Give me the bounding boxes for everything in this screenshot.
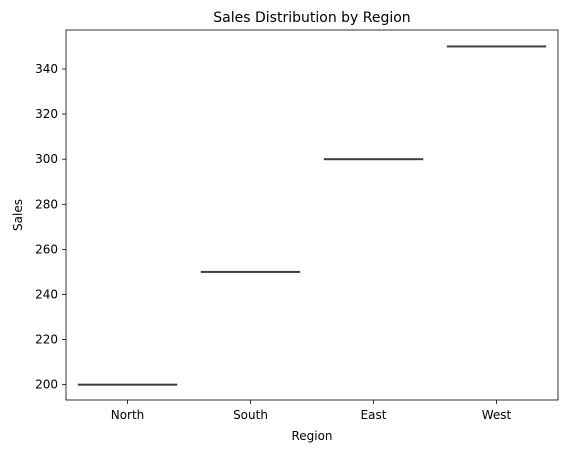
x-tick-label: South: [233, 408, 268, 422]
y-tick-label: 200: [35, 378, 58, 392]
x-tick-label: North: [111, 408, 145, 422]
y-tick-label: 320: [35, 107, 58, 121]
x-axis-label: Region: [291, 429, 332, 443]
x-axis: North South East West: [111, 400, 512, 422]
y-tick-label: 240: [35, 287, 58, 301]
x-tick-label: West: [482, 408, 512, 422]
y-tick-label: 340: [35, 62, 58, 76]
boxes: [77, 45, 547, 386]
chart-title: Sales Distribution by Region: [213, 10, 410, 26]
y-axis-label: Sales: [11, 199, 25, 231]
y-axis: 200 220 240 260 280 300 320 340: [35, 62, 66, 392]
x-tick-label: East: [361, 408, 387, 422]
y-tick-label: 280: [35, 197, 58, 211]
y-tick-label: 260: [35, 242, 58, 256]
y-tick-label: 300: [35, 152, 58, 166]
y-tick-label: 220: [35, 333, 58, 347]
plot-area: [65, 29, 559, 401]
